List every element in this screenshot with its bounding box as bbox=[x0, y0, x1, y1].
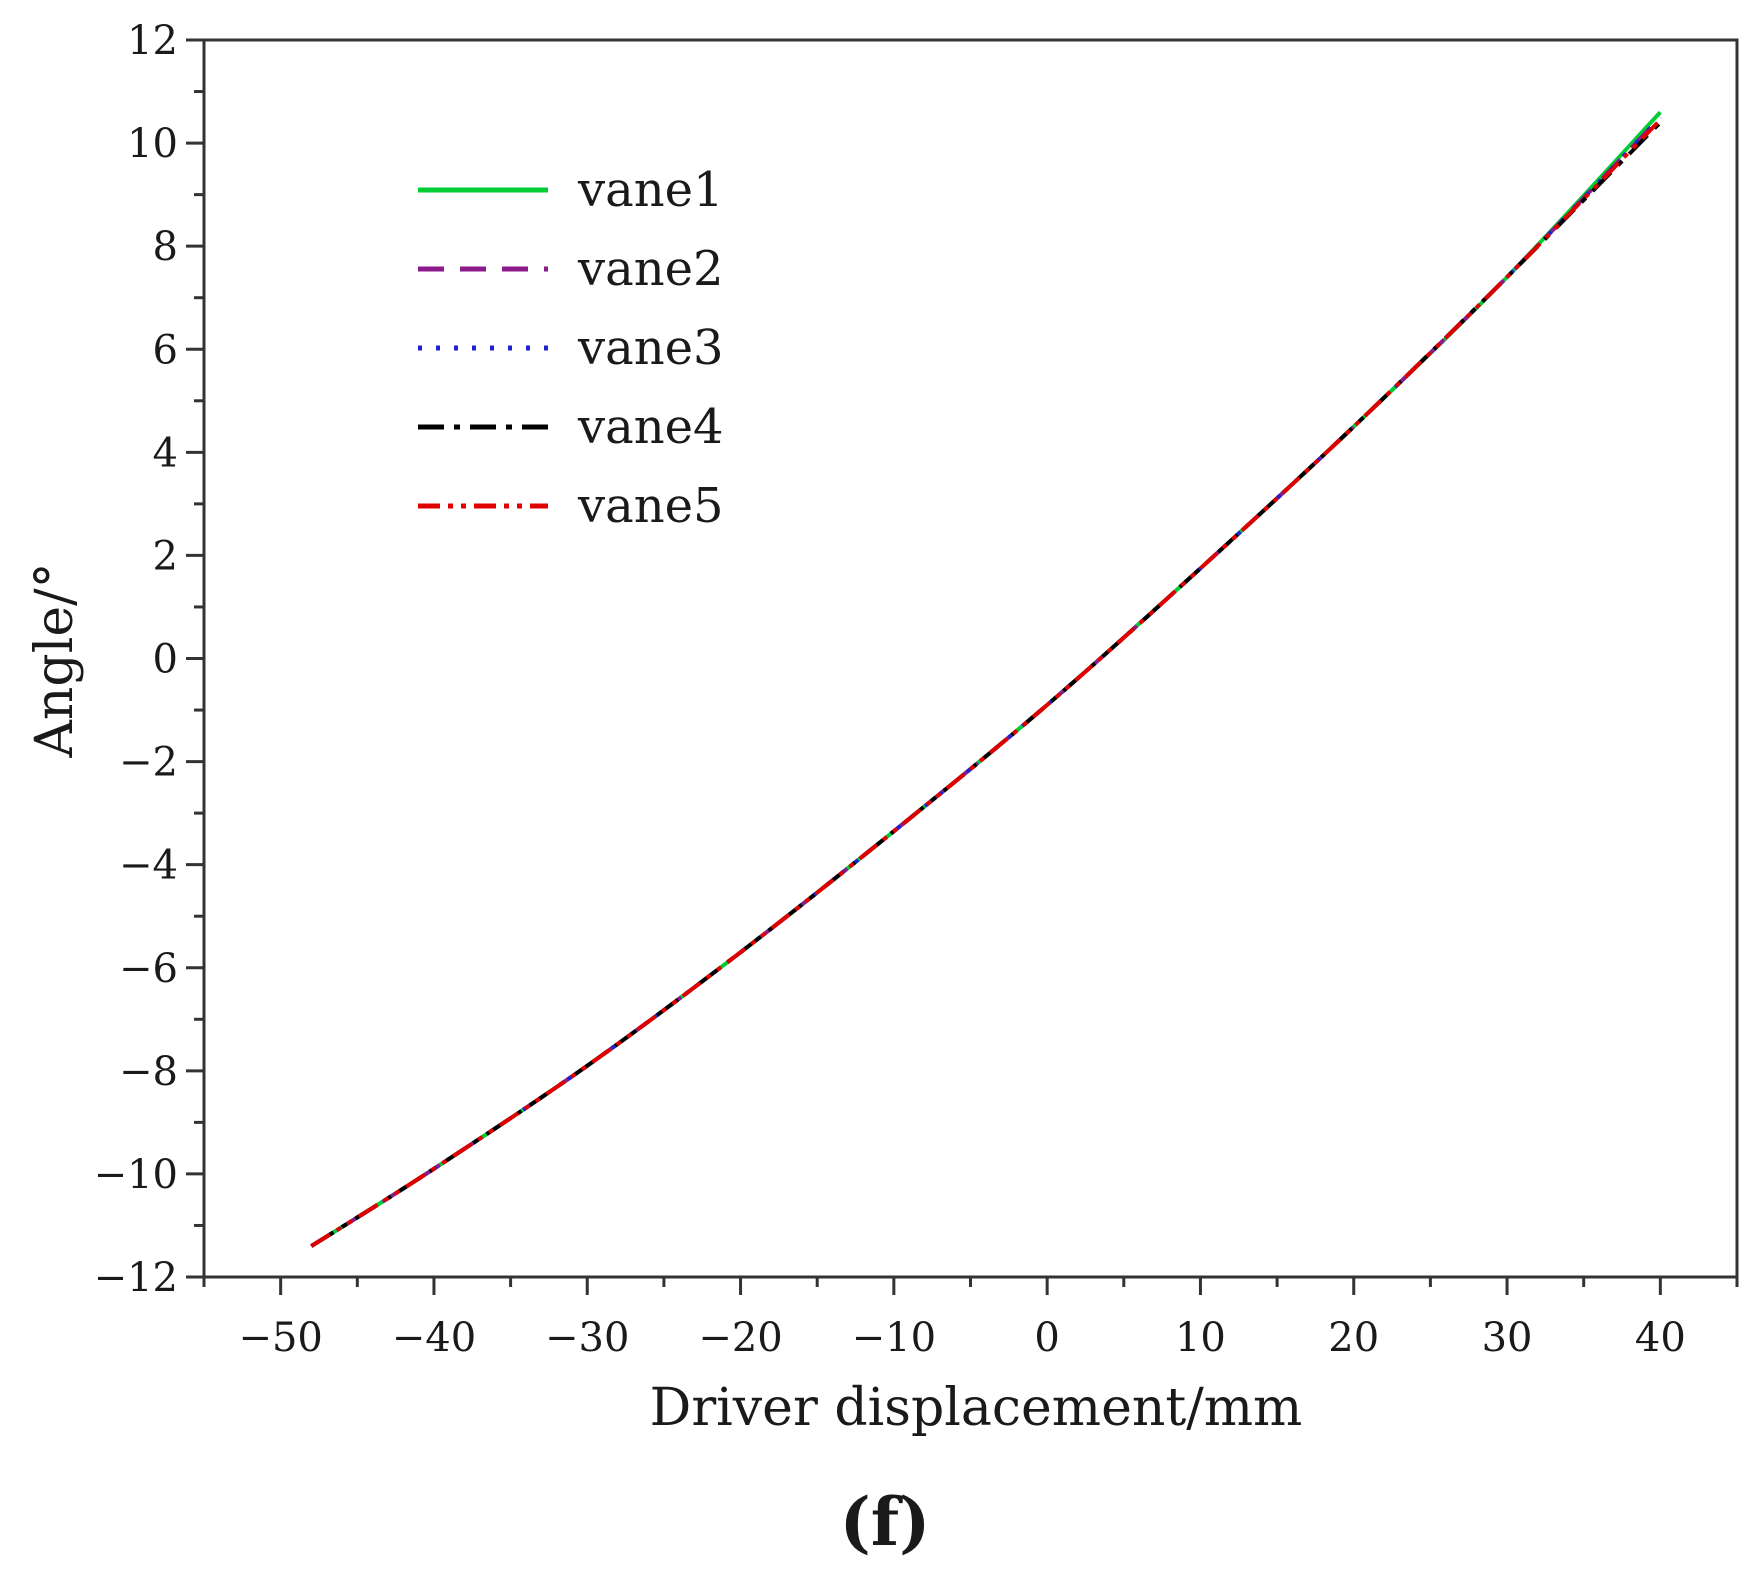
legend-label-vane5: vane5 bbox=[577, 478, 724, 534]
series-line-vane5 bbox=[310, 118, 1662, 1248]
y-tick-label: −4 bbox=[119, 843, 178, 889]
y-tick-label: −2 bbox=[119, 740, 178, 786]
y-tick-label: −12 bbox=[94, 1255, 178, 1301]
legend-label-vane1: vane1 bbox=[577, 162, 724, 218]
plot-frame bbox=[202, 38, 1739, 1279]
x-tick-label: −10 bbox=[852, 1315, 936, 1361]
y-axis-title: Angle/° bbox=[25, 562, 85, 758]
x-tick-label: −20 bbox=[698, 1315, 782, 1361]
y-tick-label: 12 bbox=[127, 18, 178, 64]
x-tick-label: −40 bbox=[392, 1315, 476, 1361]
legend-label-vane3: vane3 bbox=[577, 320, 724, 376]
x-tick-label: 0 bbox=[1034, 1315, 1059, 1361]
y-tick-label: 0 bbox=[153, 637, 178, 683]
y-tick-label: 2 bbox=[153, 533, 178, 579]
x-axis-title: Driver displacement/mm bbox=[650, 1378, 1303, 1438]
legend-label-vane2: vane2 bbox=[577, 241, 724, 297]
series-line-vane4 bbox=[310, 121, 1662, 1248]
y-tick-label: 10 bbox=[127, 121, 178, 167]
x-tick-label: −30 bbox=[545, 1315, 629, 1361]
x-tick-label: 20 bbox=[1328, 1315, 1379, 1361]
x-tick-label: 30 bbox=[1482, 1315, 1533, 1361]
y-tick-label: 6 bbox=[153, 327, 178, 373]
series-line-vane3 bbox=[310, 115, 1662, 1248]
x-tick-label: −50 bbox=[238, 1315, 322, 1361]
x-tick-label: 10 bbox=[1175, 1315, 1226, 1361]
y-tick-label: −10 bbox=[94, 1152, 178, 1198]
legend-label-vane4: vane4 bbox=[577, 399, 724, 455]
series-line-vane1 bbox=[310, 110, 1662, 1248]
series-line-vane2 bbox=[310, 115, 1662, 1248]
y-tick-label: −8 bbox=[119, 1049, 178, 1095]
y-tick-label: 8 bbox=[153, 224, 178, 270]
panel-label: (f) bbox=[840, 1483, 931, 1561]
y-tick-label: 4 bbox=[153, 430, 178, 476]
x-tick-label: 40 bbox=[1635, 1315, 1686, 1361]
y-tick-label: −6 bbox=[119, 946, 178, 992]
